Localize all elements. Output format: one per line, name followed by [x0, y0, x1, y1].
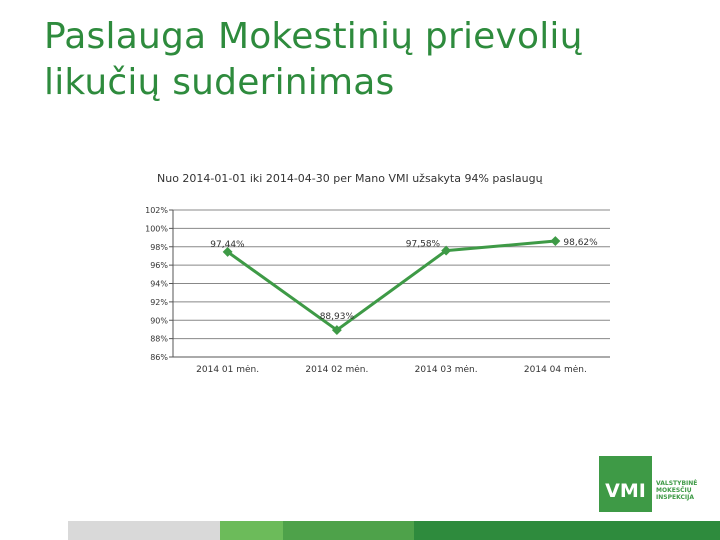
logo-text-line-1: VALSTYBINĖ — [656, 480, 698, 487]
data-label: 88,93% — [320, 312, 355, 322]
y-tick-label: 90% — [150, 316, 168, 325]
x-tick-label: 2014 03 mėn. — [415, 365, 478, 375]
bar-segment-mid-green — [283, 521, 414, 540]
data-point — [331, 325, 342, 336]
logo-mark-text: VMI — [605, 480, 646, 502]
x-tick-label: 2014 02 mėn. — [305, 365, 368, 375]
title-line-2: likučių suderinimas — [44, 62, 395, 103]
data-point — [550, 236, 561, 247]
y-tick-label: 100% — [145, 224, 168, 233]
bar-segment-dark-green — [414, 521, 720, 540]
y-tick-label: 98% — [150, 243, 168, 252]
y-tick-label: 102% — [145, 206, 168, 215]
y-tick-label: 86% — [150, 353, 168, 362]
data-label: 97,58% — [406, 240, 441, 250]
bar-segment-light-green — [220, 521, 283, 540]
logo-text: VALSTYBINĖ MOKESČIŲ INSPEKCIJA — [656, 480, 706, 501]
y-tick-label: 94% — [150, 280, 168, 289]
vmi-logo: VMI VALSTYBINĖ MOKESČIŲ INSPEKCIJA — [599, 456, 699, 512]
series-line — [226, 239, 556, 332]
logo-text-line-2: MOKESČIŲ — [656, 487, 692, 494]
slide-title: Paslauga Mokestinių prievolių likučių su… — [44, 14, 704, 106]
x-tick-label: 2014 04 mėn. — [524, 365, 587, 375]
data-point — [222, 246, 233, 257]
title-line-1: Paslauga Mokestinių prievolių — [44, 16, 583, 57]
chart-title: Nuo 2014-01-01 iki 2014-04-30 per Mano V… — [157, 172, 543, 185]
data-label: 98,62% — [563, 238, 598, 248]
logo-text-line-3: INSPEKCIJA — [656, 494, 694, 501]
bottom-decor-bar — [68, 521, 720, 540]
bar-segment-grey — [68, 521, 220, 540]
y-tick-label: 96% — [150, 261, 168, 270]
y-tick-label: 92% — [150, 298, 168, 307]
data-point — [441, 245, 452, 256]
logo-mark: VMI — [599, 456, 652, 512]
x-tick-label: 2014 01 mėn. — [196, 365, 259, 375]
data-label: 97,44% — [210, 240, 245, 250]
y-tick-label: 88% — [150, 335, 168, 344]
